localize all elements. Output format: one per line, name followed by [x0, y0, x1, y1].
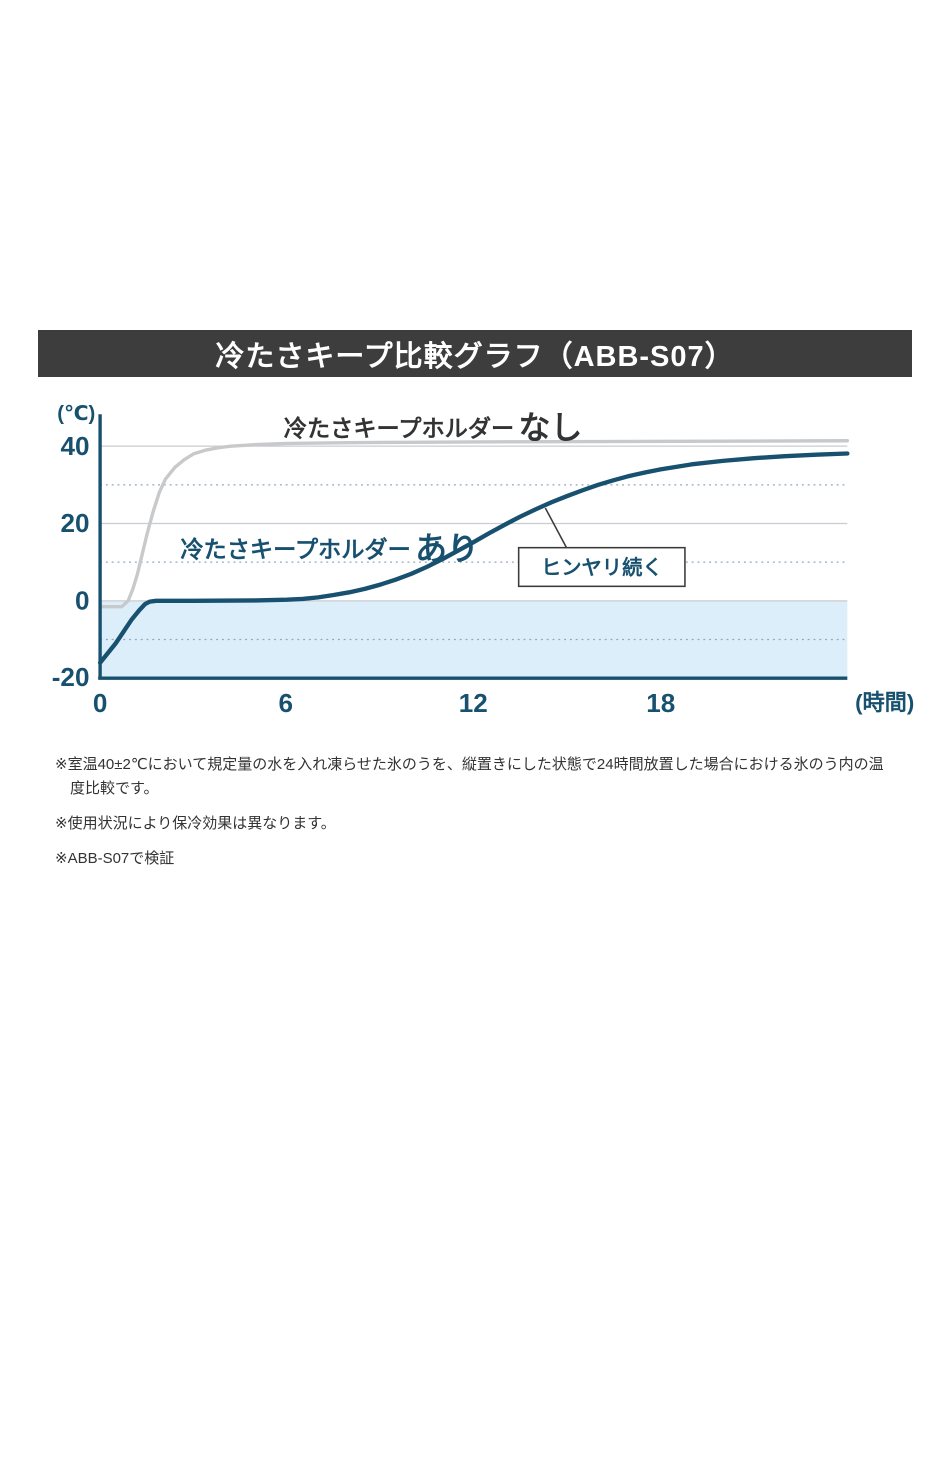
- chart-title-bar: 冷たさキープ比較グラフ（ABB-S07）: [38, 330, 912, 377]
- x-tick-0: 0: [93, 688, 108, 718]
- footnote-1: ※室温40±2℃において規定量の水を入れ凍らせた氷のうを、縦置きにした状態で24…: [55, 755, 884, 798]
- x-tick-12: 12: [459, 688, 488, 718]
- y-tick-40: 40: [60, 431, 89, 461]
- callout-text: ヒンヤリ続く: [541, 556, 663, 580]
- x-tick-6: 6: [278, 688, 293, 718]
- x-axis-unit-label: (時間): [855, 690, 914, 715]
- series-label-without-prefix: 冷たさキープホルダー: [284, 416, 514, 442]
- chart-area: (℃) 40 20 0 -20 0 6 12 18 (時間) 冷たさキープホルダ…: [45, 393, 915, 727]
- series-label-with-prefix: 冷たさキープホルダー: [180, 536, 410, 562]
- y-axis-unit-label: (℃): [57, 403, 95, 425]
- series-line-without-holder: [98, 439, 850, 609]
- comparison-line-chart: (℃) 40 20 0 -20 0 6 12 18 (時間) 冷たさキープホルダ…: [52, 403, 915, 718]
- below-zero-shaded-area: [100, 600, 848, 679]
- x-tick-18: 18: [646, 688, 675, 718]
- footnote-3: ※ABB-S07で検証: [55, 849, 175, 867]
- y-tick-0: 0: [75, 586, 90, 616]
- callout-box: [517, 546, 686, 588]
- series-label-without-suffix: なし: [519, 409, 583, 445]
- footnote-2: ※使用状況により保冷効果は異なります。: [55, 815, 336, 832]
- page-title: 冷たさキープ比較グラフ（ABB-S07）: [215, 340, 735, 373]
- y-tick-neg20: -20: [52, 662, 90, 692]
- footnotes: ※室温40±2℃において規定量の水を入れ凍らせた氷のうを、縦置きにした状態で24…: [55, 753, 892, 872]
- series-label-with-suffix: あり: [415, 530, 479, 566]
- series-label-with-holder: 冷たさキープホルダー あり: [180, 530, 479, 566]
- y-tick-20: 20: [60, 508, 89, 538]
- callout-leader: [544, 507, 568, 549]
- series-label-without-holder: 冷たさキープホルダー なし: [284, 409, 583, 445]
- series-line-with-holder: [97, 451, 850, 665]
